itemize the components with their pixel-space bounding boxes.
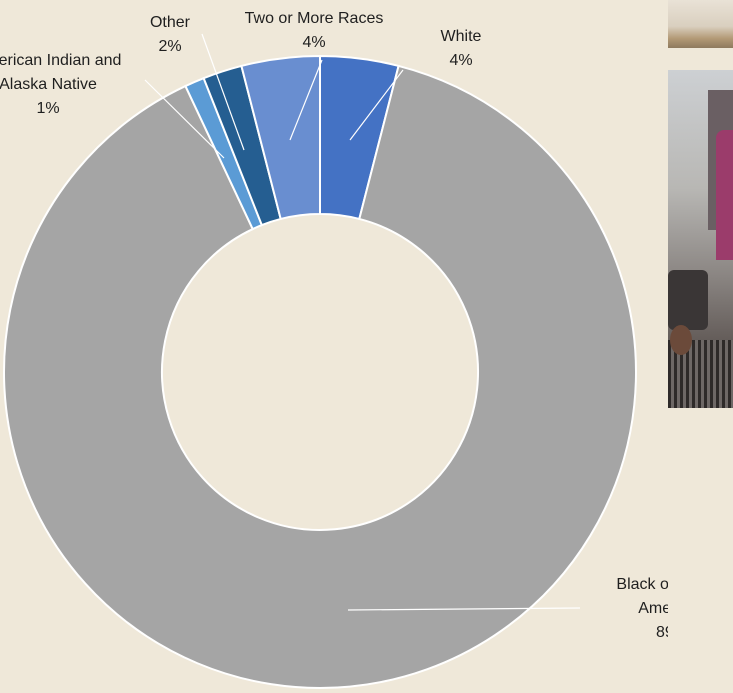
- slice-label-line: American: [638, 600, 668, 617]
- donut-slice: [240, 54, 321, 221]
- photo-thumbnail: [668, 0, 733, 48]
- slice-label-line: 4%: [302, 34, 325, 51]
- slice-label-line: Alaska Native: [0, 76, 97, 93]
- slice-labels: White 4% Black or African American 89% Americ…: [0, 10, 668, 641]
- leader-line: [144, 79, 225, 159]
- slice-label-line: American Indian and: [0, 52, 121, 69]
- leader-line: [201, 33, 245, 151]
- slice-label-line: 2%: [158, 38, 181, 55]
- slice-label: Black or African American 89%: [616, 576, 668, 641]
- leader-line: [349, 69, 404, 141]
- donut-slices: [3, 54, 637, 689]
- leader-lines: [144, 33, 581, 611]
- slice-label: White 4%: [441, 28, 482, 69]
- classroom-photo: [668, 70, 733, 408]
- slice-label-line: 4%: [449, 52, 472, 69]
- slice-label-line: White: [441, 28, 482, 45]
- slice-label: Other 2%: [150, 14, 191, 55]
- slice-label-line: Black or African: [616, 576, 668, 593]
- slice-label-line: 89%: [656, 624, 668, 641]
- leader-line: [289, 59, 323, 141]
- slice-label: Two or More Races 4%: [245, 10, 384, 51]
- donut-slice: [3, 64, 637, 689]
- slice-label-line: Other: [150, 14, 191, 31]
- slice-label-line: Two or More Races: [245, 10, 384, 27]
- slice-label-line: 1%: [36, 100, 59, 117]
- leader-line: [347, 607, 581, 611]
- slice-label: American Indian and Alaska Native 1%: [0, 52, 121, 117]
- donut-chart: White 4% Black or African American 89% Americ…: [0, 10, 668, 689]
